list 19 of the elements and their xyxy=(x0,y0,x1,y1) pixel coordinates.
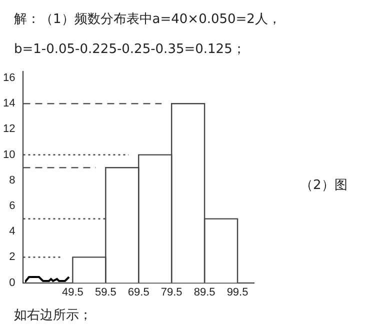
text: b=1-0.05-0.225-0.25-0.35=0.125； xyxy=(14,41,246,58)
x-tick-label: 69.5 xyxy=(128,286,150,298)
y-tick-label: 4 xyxy=(9,226,16,238)
y-tick-label: 6 xyxy=(9,200,16,212)
y-tick-label: 14 xyxy=(2,98,16,110)
text: 解：（1）频数分布表中a=40×0.050=2人， xyxy=(14,11,281,28)
x-tick-label: 49.5 xyxy=(62,286,84,298)
y-tick-label: 2 xyxy=(9,251,16,264)
y-tick-label: 16 xyxy=(2,72,16,84)
x-tick-label: 59.5 xyxy=(94,286,116,298)
text: （2）图 xyxy=(300,177,348,194)
x-tick-label: 79.5 xyxy=(160,286,182,298)
y-tick-label: 0 xyxy=(9,276,16,289)
text: 如右边所示； xyxy=(14,307,92,324)
y-tick-label: 12 xyxy=(2,123,16,136)
y-tick-label: 10 xyxy=(2,148,16,161)
y-tick-label: 8 xyxy=(9,174,16,186)
x-tick-label: 89.5 xyxy=(194,286,216,298)
x-tick-label: 99.5 xyxy=(226,286,248,298)
